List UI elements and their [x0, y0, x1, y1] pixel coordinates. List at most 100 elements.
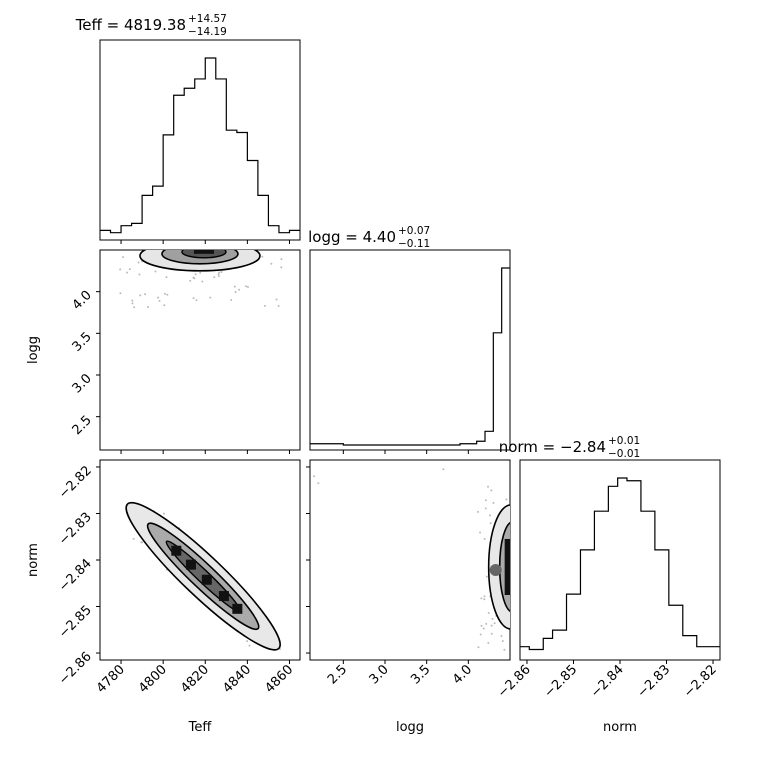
y-tick-label-norm: −2.85 — [56, 603, 95, 642]
sample-point — [485, 575, 488, 578]
sample-point — [162, 512, 165, 515]
sample-point — [217, 273, 220, 276]
x-tick-label-norm: −2.84 — [588, 662, 627, 701]
sample-point — [487, 641, 490, 644]
sample-point — [122, 256, 125, 259]
sample-point — [139, 294, 142, 297]
sample-point — [192, 276, 195, 279]
sample-point — [476, 510, 479, 513]
contour-mid — [498, 521, 510, 612]
title-upper-Teff: +14.57 — [188, 13, 227, 25]
x-tick-label-Teff: 4860 — [262, 662, 296, 696]
x-tick-label-Teff: 4800 — [136, 662, 170, 696]
histogram-norm — [520, 477, 720, 651]
histogram-Teff — [100, 57, 300, 234]
sample-point — [218, 271, 221, 274]
title-upper-norm: +0.01 — [608, 435, 640, 447]
density-peak — [201, 574, 212, 585]
panel-frame-Teff-logg — [99, 249, 301, 451]
sample-point — [119, 292, 122, 295]
sample-point — [194, 273, 197, 276]
y-tick-label-logg: 4.0 — [70, 288, 95, 313]
sample-point — [192, 297, 195, 300]
sample-point — [189, 279, 192, 282]
x-tick-label-norm: −2.82 — [681, 662, 720, 701]
sample-point — [132, 250, 134, 251]
title-main-norm: norm = −2.84 — [499, 438, 606, 456]
sample-point — [442, 468, 445, 471]
sample-point — [163, 304, 166, 307]
sample-point — [503, 648, 506, 651]
y-tick-label-norm: −2.82 — [56, 463, 95, 502]
density-peak — [232, 603, 243, 614]
sample-point — [483, 537, 486, 540]
sample-point — [479, 531, 482, 534]
contour-inner — [181, 250, 227, 259]
sample-point — [217, 274, 220, 277]
sample-point — [201, 280, 204, 283]
sample-point — [490, 632, 493, 635]
sample-point — [280, 258, 283, 261]
density-norm-teff — [125, 501, 281, 651]
sample-point — [238, 288, 241, 291]
sample-point — [141, 541, 144, 544]
sample-point — [483, 595, 486, 598]
sample-point — [220, 270, 223, 273]
density-peak — [193, 250, 214, 254]
sample-point — [138, 273, 141, 276]
title-logg: logg = 4.40 +0.07−0.11 — [308, 225, 430, 250]
density-peak — [171, 545, 182, 556]
sample-point — [500, 634, 503, 637]
density-norm-logg — [313, 468, 510, 651]
y-tick-label-norm: −2.83 — [56, 510, 95, 549]
sample-point — [209, 296, 212, 299]
x-tick-label-norm: −2.85 — [542, 662, 581, 701]
x-tick-label-norm: −2.86 — [495, 662, 534, 701]
title-main-Teff: Teff = 4819.38 — [75, 16, 186, 34]
sample-point — [480, 624, 483, 627]
x-tick-label-Teff: 4780 — [94, 662, 128, 696]
sample-point — [275, 298, 278, 301]
sample-point — [128, 268, 131, 271]
sample-point — [261, 255, 264, 258]
sample-point — [313, 475, 316, 478]
sample-point — [146, 305, 149, 308]
sample-point — [131, 299, 134, 302]
title-norm: norm = −2.84 +0.01−0.01 — [499, 435, 640, 460]
sample-point — [482, 627, 485, 630]
sample-point — [246, 640, 249, 643]
title-main-logg: logg = 4.40 — [308, 228, 396, 246]
sample-point — [492, 501, 495, 504]
x-axis-label-Teff: Teff — [188, 720, 213, 735]
sample-point — [119, 268, 122, 271]
sample-point — [493, 622, 496, 625]
sample-point — [154, 270, 157, 273]
sample-point — [158, 299, 161, 302]
sample-point — [485, 622, 488, 625]
sample-point — [246, 286, 249, 289]
sample-point — [489, 514, 492, 517]
y-axis-label-logg: logg — [26, 336, 41, 364]
panel-frame-norm-hist — [519, 459, 721, 661]
panel-frame-Teff-hist — [99, 39, 301, 241]
title-lower-Teff: −14.19 — [188, 26, 227, 38]
sample-point — [234, 291, 237, 294]
sample-point — [132, 537, 135, 540]
x-tick-label-logg: 4.0 — [450, 662, 475, 687]
x-tick-label-Teff: 4820 — [178, 662, 212, 696]
density-peak — [218, 591, 229, 602]
title-lower-logg: −0.11 — [398, 238, 430, 250]
histogram-logg — [310, 267, 510, 446]
sample-point — [126, 271, 129, 274]
density-peak — [185, 559, 196, 570]
panel-frame-logg-norm — [309, 459, 511, 661]
sample-point — [480, 597, 483, 600]
sample-point — [133, 306, 136, 309]
sample-point — [505, 498, 508, 501]
y-axis-label-norm: norm — [26, 543, 41, 577]
density-peak — [504, 538, 510, 595]
sample-point — [248, 644, 251, 647]
y-tick-label-logg: 3.5 — [70, 330, 95, 355]
x-tick-label-logg: 3.5 — [408, 662, 433, 687]
